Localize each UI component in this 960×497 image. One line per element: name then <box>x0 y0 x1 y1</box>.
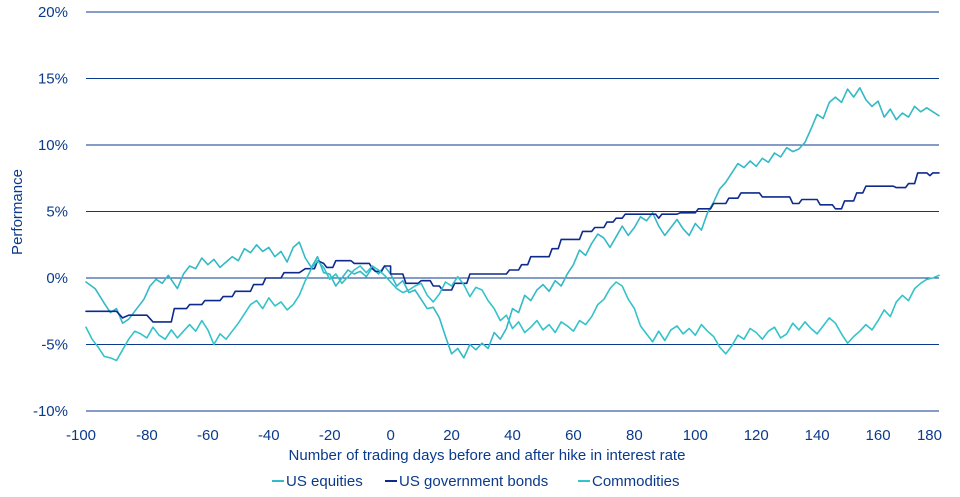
y-tick-label: -5% <box>41 337 68 354</box>
x-tick-label: -20 <box>319 427 341 444</box>
x-tick-label: 80 <box>626 427 643 444</box>
y-axis-label: Performance <box>9 169 26 255</box>
y-tick-label: -10% <box>33 403 68 420</box>
series-lines <box>85 87 940 362</box>
y-tick-label: 0% <box>46 270 68 287</box>
legend: US equities US government bonds Commodit… <box>272 473 680 490</box>
x-tick-label: 120 <box>744 427 769 444</box>
x-tick-label: 160 <box>866 427 891 444</box>
horizontal-gridlines <box>86 11 939 412</box>
x-tick-label: -40 <box>258 427 280 444</box>
y-tick-label: 20% <box>38 4 68 21</box>
x-tick-label: -60 <box>197 427 219 444</box>
legend-label-us-government-bonds: US government bonds <box>399 473 548 490</box>
series-line-us-equities <box>85 87 940 359</box>
x-tick-label: 140 <box>805 427 830 444</box>
y-tick-label: 10% <box>38 137 68 154</box>
series-line-us-government-bonds <box>85 172 940 323</box>
x-tick-label: 60 <box>565 427 582 444</box>
x-tick-label: -100 <box>66 427 96 444</box>
x-tick-label: -80 <box>136 427 158 444</box>
x-tick-label: 0 <box>386 427 394 444</box>
legend-item-us-equities: US equities <box>272 473 363 490</box>
x-tick-label: 180 <box>917 427 942 444</box>
x-axis-label: Number of trading days before and after … <box>289 447 686 464</box>
legend-label-commodities: Commodities <box>592 473 680 490</box>
y-axis-tick-labels: -10% -5% 0% 5% 10% 15% 20% <box>33 4 68 420</box>
series-line-commodities <box>85 259 940 362</box>
y-tick-label: 5% <box>46 204 68 221</box>
x-tick-label: 40 <box>504 427 521 444</box>
legend-item-us-government-bonds: US government bonds <box>385 473 548 490</box>
legend-label-us-equities: US equities <box>286 473 363 490</box>
x-tick-label: 100 <box>683 427 708 444</box>
x-axis-tick-labels: -100 -80 -60 -40 -20 0 20 40 60 80 100 120 140 160 180 <box>66 427 942 444</box>
x-tick-label: 20 <box>443 427 460 444</box>
legend-item-commodities: Commodities <box>578 473 680 490</box>
y-tick-label: 15% <box>38 71 68 88</box>
